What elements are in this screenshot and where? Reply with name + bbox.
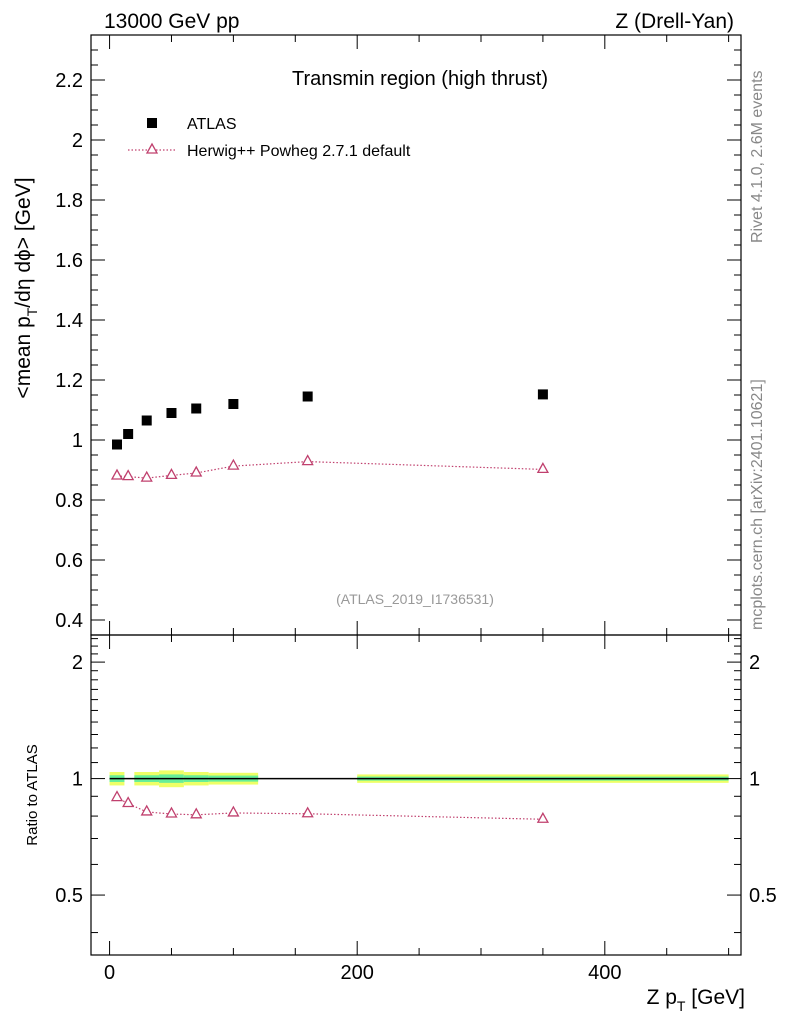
x-tick-label: 0: [104, 962, 115, 984]
legend-atlas-marker: [147, 118, 157, 128]
y-tick-label: 1: [72, 430, 83, 452]
atlas-point: [112, 439, 122, 450]
legend-atlas-label: ATLAS: [187, 116, 237, 133]
ratio-herwig-point: [122, 796, 135, 808]
ratio-herwig-point: [536, 811, 550, 823]
y-tick-label: 1.4: [55, 310, 83, 332]
legend: ATLAS Herwig++ Powheg 2.7.1 default: [128, 116, 411, 160]
atlas-point: [123, 429, 134, 439]
atlas-point: [191, 403, 202, 414]
watermark: (ATLAS_2019_I1736531): [336, 591, 494, 607]
ratio-herwig-point: [301, 806, 314, 818]
y-tick-label: 0.6: [55, 550, 83, 572]
ratio-herwig-point: [190, 807, 203, 819]
atlas-point: [166, 408, 177, 418]
herwig-point: [190, 465, 203, 477]
main-ylabel: <mean pT/dη dϕ> [GeV]: [12, 177, 40, 398]
herwig-line: [116, 460, 543, 479]
rivet-info: Rivet 4.1.0, 2.6M events: [749, 70, 766, 243]
y-tick-label: 1.2: [55, 370, 83, 392]
ratio-ylabel: Ratio to ATLAS: [24, 744, 41, 845]
y-tick-label: 2.2: [55, 70, 83, 92]
atlas-point: [228, 399, 239, 409]
legend-herwig-label: Herwig++ Powheg 2.7.1 default: [187, 143, 411, 160]
ratio-herwig-point: [227, 805, 240, 817]
ratio-y-tick-label: 0.5: [55, 885, 83, 907]
herwig-point: [301, 454, 314, 466]
process-label: Z (Drell-Yan): [615, 10, 734, 33]
x-tick-label: 400: [588, 962, 621, 984]
ratio-herwig-point: [140, 804, 153, 816]
ratio-y-tick-label-right: 2: [749, 652, 760, 674]
herwig-point: [165, 468, 178, 480]
atlas-point: [141, 415, 152, 426]
y-tick-label: 2: [72, 130, 83, 152]
y-tick-label: 0.4: [55, 610, 83, 632]
ratio-y-tick-label-right: 0.5: [749, 885, 777, 907]
ratio-panel: 0.5 0.5 1 1 2 2 0 200 400 Ratio to ATLAS Z pT [G…: [24, 634, 777, 1014]
ratio-y-tick-label: 1: [72, 769, 83, 791]
ratio-y-tick-label: 2: [72, 652, 83, 674]
main-panel: (ATLAS_2019_I1736531) 0.4 0.6 0.8 1 1.2 1.4 1.…: [12, 34, 742, 636]
source-info: mcplots.cern.ch [arXiv:2401.10621]: [749, 379, 766, 630]
x-axis-label: Z pT [GeV]: [647, 986, 745, 1014]
y-tick-label: 0.8: [55, 490, 83, 512]
atlas-point: [537, 389, 548, 400]
ratio-herwig-point: [110, 790, 124, 802]
ratio-herwig-point: [165, 806, 178, 818]
herwig-point: [110, 468, 124, 480]
herwig-point: [536, 462, 550, 474]
herwig-point: [140, 470, 153, 482]
energy-label: 13000 GeV pp: [104, 10, 239, 33]
atlas-point: [302, 391, 313, 402]
y-tick-label: 1.6: [55, 250, 83, 272]
y-tick-label: 1.8: [55, 190, 83, 212]
x-tick-label: 200: [341, 962, 374, 984]
legend-herwig-marker: [145, 142, 159, 154]
chart-title: Transmin region (high thrust): [292, 68, 548, 90]
ratio-frame: [90, 634, 742, 956]
herwig-point: [227, 458, 240, 470]
herwig-point: [122, 469, 135, 481]
ratio-y-tick-label-right: 1: [749, 769, 760, 791]
ratio-herwig-line: [116, 797, 543, 820]
